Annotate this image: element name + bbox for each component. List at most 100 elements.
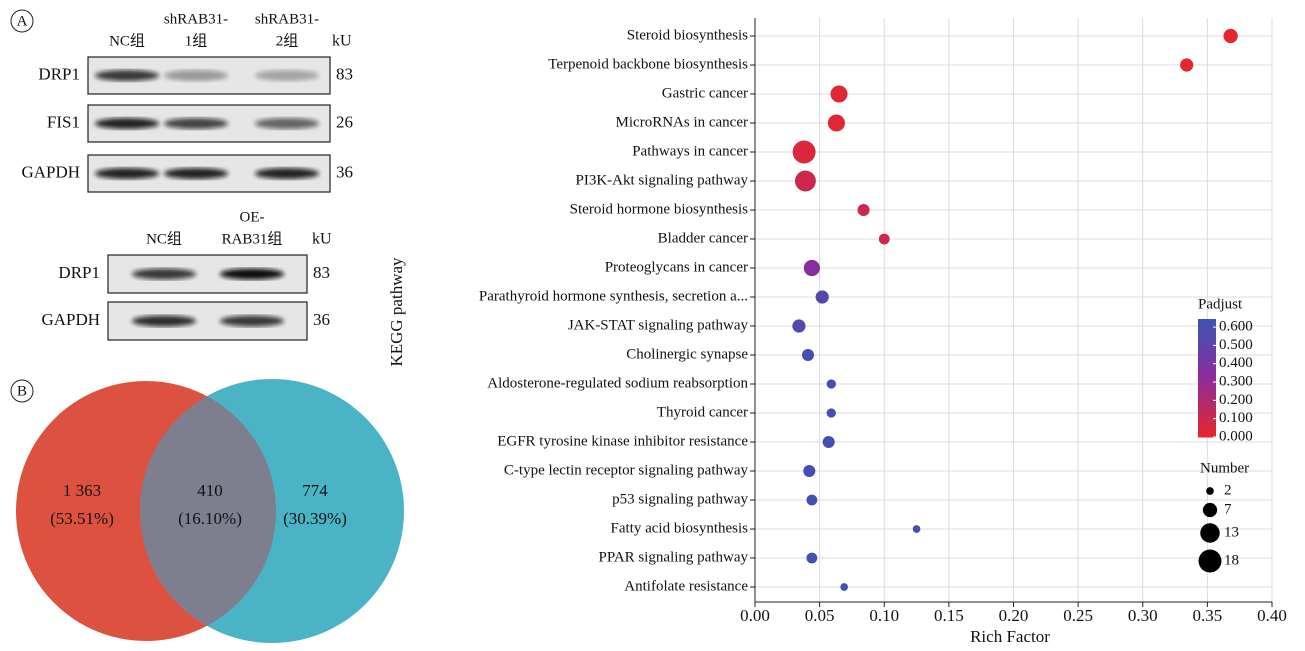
colorbar-step	[1198, 319, 1216, 321]
x-tick-label: 0.10	[869, 606, 899, 625]
bubble	[840, 583, 848, 591]
y-tick-label: PPAR signaling pathway	[599, 549, 749, 565]
page: {"panel_a": {"label": "A", "blot_top": {…	[0, 0, 1305, 651]
colorbar-tick-label: 0.400	[1219, 355, 1253, 371]
kda-label: 83	[336, 64, 353, 83]
legend-title: Number	[1200, 460, 1249, 476]
y-tick-label: Steroid hormone biosynthesis	[570, 201, 748, 217]
bubble	[879, 234, 890, 245]
unit-label: kU	[332, 33, 352, 50]
bubble	[804, 260, 820, 276]
band	[132, 316, 196, 327]
band	[132, 269, 196, 280]
bubble	[806, 553, 817, 564]
protein-label: GAPDH	[41, 310, 100, 329]
size-legend-dot	[1200, 523, 1219, 542]
unit-label: kU	[312, 231, 332, 248]
kda-label: 83	[313, 263, 330, 282]
y-tick-label: EGFR tyrosine kinase inhibitor resistanc…	[497, 433, 748, 449]
lane-label: NC组	[146, 230, 182, 247]
protein-label: FIS1	[47, 112, 80, 131]
colorbar-tick-label: 0.600	[1219, 318, 1253, 334]
bubble	[1180, 58, 1193, 71]
venn-percent: (16.10%)	[178, 509, 242, 528]
band	[255, 168, 319, 179]
protein-label: DRP1	[58, 263, 100, 282]
venn-count: 1 363	[63, 481, 101, 500]
size-legend-label: 18	[1224, 552, 1239, 568]
colorbar-tick-label: 0.100	[1219, 410, 1253, 426]
bubble	[913, 525, 921, 533]
lane-label: 1组	[185, 32, 208, 49]
x-tick-label: 0.30	[1128, 606, 1158, 625]
colorbar-tick-label: 0.000	[1219, 428, 1253, 444]
venn-count: 410	[197, 481, 223, 500]
bubble	[858, 204, 870, 216]
band	[164, 118, 228, 129]
y-axis-label: KEGG pathway	[387, 257, 406, 367]
y-tick-label: Pathways in cancer	[632, 143, 748, 159]
y-tick-label: Antifolate resistance	[624, 578, 748, 594]
venn-count: 774	[302, 481, 328, 500]
panel-label: A	[17, 13, 28, 29]
band	[220, 269, 284, 280]
bubble	[792, 319, 805, 332]
bubble	[803, 465, 815, 477]
lane-label: NC组	[109, 32, 145, 49]
x-axis-label: Rich Factor	[970, 627, 1050, 646]
x-tick-label: 0.40	[1257, 606, 1287, 625]
bubble	[795, 171, 816, 192]
x-tick-label: 0.15	[934, 606, 964, 625]
band	[255, 118, 319, 129]
x-tick-label: 0.20	[999, 606, 1029, 625]
y-tick-label: PI3K-Akt signaling pathway	[576, 172, 749, 188]
size-legend-label: 7	[1224, 501, 1232, 517]
y-tick-label: JAK-STAT signaling pathway	[568, 317, 749, 333]
y-tick-label: Gastric cancer	[662, 85, 748, 101]
size-legend-dot	[1203, 503, 1217, 517]
kda-label: 36	[313, 310, 330, 329]
y-tick-label: Cholinergic synapse	[626, 346, 748, 362]
x-tick-label: 0.05	[805, 606, 835, 625]
bubble	[816, 290, 829, 303]
y-tick-label: Steroid biosynthesis	[627, 27, 748, 43]
lane-label: RAB31组	[222, 230, 283, 247]
band	[95, 168, 159, 179]
y-tick-label: Fatty acid biosynthesis	[611, 520, 749, 536]
band	[255, 70, 319, 81]
y-tick-label: C-type lectin receptor signaling pathway	[504, 462, 749, 478]
bubble	[806, 495, 817, 506]
protein-label: GAPDH	[21, 162, 80, 181]
kda-label: 36	[336, 162, 353, 181]
size-legend-dot	[1199, 550, 1222, 573]
bubble	[802, 349, 814, 361]
lane-label: OE-	[240, 209, 265, 225]
x-tick-label: 0.25	[1063, 606, 1093, 625]
y-tick-label: Thyroid cancer	[657, 404, 748, 420]
y-tick-label: Aldosterone-regulated sodium reabsorptio…	[487, 375, 748, 391]
band	[220, 316, 284, 327]
figure: A B Rich Factor KEGG pathway NC组 shRAB31-…	[0, 0, 1305, 651]
y-tick-label: Terpenoid backbone biosynthesis	[548, 56, 748, 72]
bubble	[793, 141, 816, 164]
band	[164, 168, 228, 179]
bubble	[830, 85, 847, 102]
y-tick-label: Proteoglycans in cancer	[605, 259, 748, 275]
bubble	[827, 379, 836, 388]
lane-label: shRAB31-	[255, 11, 319, 27]
panel-label: B	[17, 383, 27, 399]
kda-label: 26	[336, 112, 353, 131]
bubble	[828, 114, 845, 131]
size-legend-label: 2	[1224, 482, 1232, 498]
protein-label: DRP1	[38, 64, 80, 83]
y-tick-label: p53 signaling pathway	[612, 491, 748, 507]
legend-title: Padjust	[1198, 296, 1243, 312]
bubble	[823, 436, 835, 448]
venn-percent: (30.39%)	[283, 509, 347, 528]
colorbar-tick-label: 0.300	[1219, 373, 1253, 389]
colorbar-tick-label: 0.200	[1219, 392, 1253, 408]
band	[95, 70, 159, 81]
y-tick-label: MicroRNAs in cancer	[616, 114, 748, 130]
x-tick-label: 0.00	[740, 606, 770, 625]
band	[95, 118, 159, 129]
